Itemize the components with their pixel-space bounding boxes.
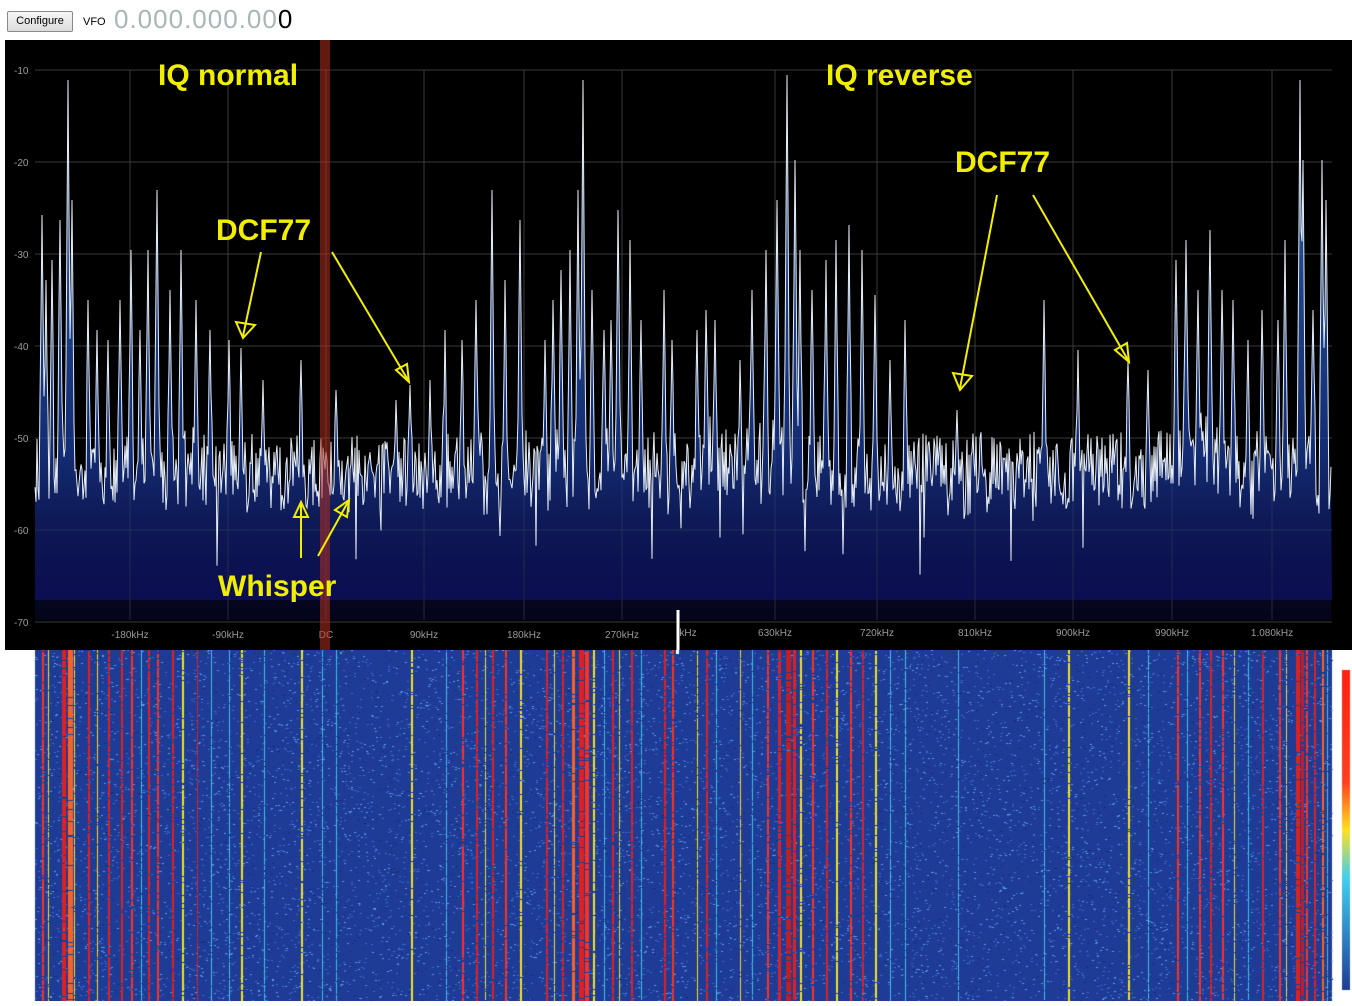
arrow-dcf77-right-b xyxy=(1032,194,1129,361)
x-tick-label: 990kHz xyxy=(1155,628,1189,639)
waterfall-canvas xyxy=(0,650,1352,1001)
x-tick-label: 180kHz xyxy=(507,630,541,641)
x-tick-label: 630kHz xyxy=(758,628,792,639)
x-tick-label: kHz xyxy=(679,628,696,639)
y-tick-label: -10 xyxy=(14,66,29,77)
x-tick-label: 720kHz xyxy=(860,628,894,639)
x-tick-label: -180kHz xyxy=(111,630,148,641)
arrow-head xyxy=(292,499,310,518)
x-tick-label: 270kHz xyxy=(605,630,639,641)
annotation-arrows xyxy=(234,194,1131,558)
arrow-dcf77-left-a xyxy=(242,251,262,337)
arrow-head xyxy=(951,371,974,392)
x-tick-label: -90kHz xyxy=(212,630,244,641)
iq-reverse-label: IQ reverse xyxy=(826,59,973,92)
vfo-digits-dim: 0.000.000.00 xyxy=(114,4,278,34)
x-tick-label: 1.080kHz xyxy=(1251,628,1293,639)
vfo-frequency-display[interactable]: 0.000.000.000 xyxy=(114,4,293,35)
vfo-digit-last: 0 xyxy=(277,4,294,34)
annotations: IQ normal IQ reverse DCF77 DCF77 Whisper xyxy=(158,59,1050,603)
y-tick-label: -30 xyxy=(14,250,29,261)
spectrum-fill xyxy=(35,75,1331,620)
arrow-whisper-b xyxy=(317,501,349,557)
y-tick-label: -70 xyxy=(14,618,29,629)
y-tick-label: -50 xyxy=(14,434,29,445)
dc-marker xyxy=(320,40,330,650)
spectrum-display[interactable]: -10-20-30-40-50-60-70 -180kHz-90kHzDC90k… xyxy=(0,40,1352,650)
x-axis-ticks: -180kHz-90kHzDC90kHz180kHz270kHzkHz630kH… xyxy=(111,628,1293,641)
arrow-dcf77-right-a xyxy=(959,194,998,389)
arrow-head xyxy=(1113,341,1131,365)
vfo-label: VFO xyxy=(83,16,106,28)
dcf77-label-right: DCF77 xyxy=(955,146,1050,179)
arrow-head xyxy=(234,320,258,340)
arrow-head xyxy=(333,497,351,519)
y-tick-label: -40 xyxy=(14,342,29,353)
configure-button[interactable]: Configure xyxy=(7,11,73,32)
y-tick-label: -60 xyxy=(14,526,29,537)
x-tick-label: 900kHz xyxy=(1056,628,1090,639)
spectrum-trace xyxy=(34,74,1332,575)
whisper-label: Whisper xyxy=(218,570,337,603)
arrow-head xyxy=(394,362,411,385)
toolbar: Configure VFO 0.000.000.000 xyxy=(0,0,1352,40)
dcf77-label-left: DCF77 xyxy=(216,214,311,247)
iq-normal-label: IQ normal xyxy=(158,59,298,92)
arrow-dcf77-left-b xyxy=(331,251,409,381)
x-tick-label: 90kHz xyxy=(410,630,438,641)
x-tick-label: 810kHz xyxy=(958,628,992,639)
waterfall-display[interactable] xyxy=(0,650,1352,1001)
y-tick-label: -20 xyxy=(14,158,29,169)
y-axis-ticks: -10 -20 -30 -40 -50 -60 -70 xyxy=(14,66,29,629)
